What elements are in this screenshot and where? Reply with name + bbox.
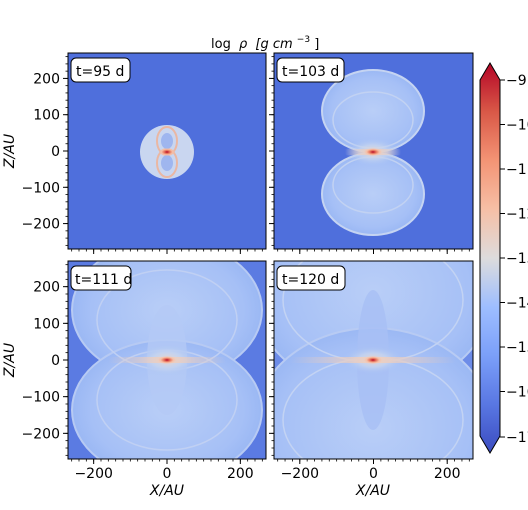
colorbar-tick-label: −10 xyxy=(506,118,528,134)
y-tick-label: 100 xyxy=(33,108,60,124)
colorbar-tick-label: −11 xyxy=(506,162,528,178)
y-tick-label: 200 xyxy=(33,280,60,296)
colorbar-tick-label: −9 xyxy=(506,73,527,89)
x-tick-label: 200 xyxy=(227,466,254,482)
y-tick-label: −200 xyxy=(22,426,60,442)
dense-core xyxy=(364,356,382,364)
y-tick-label: 200 xyxy=(33,71,60,87)
time-label: t=120 d xyxy=(282,272,339,288)
x-tick-label: 0 xyxy=(369,466,378,482)
time-label-box: t=111 d xyxy=(70,265,132,291)
colorbar-scale xyxy=(479,62,501,454)
colorbar-tick-label: −13 xyxy=(506,251,528,267)
x-axis-label-left: X/AU xyxy=(149,483,184,499)
y-tick-label: −100 xyxy=(22,390,60,406)
y-tick-label: 100 xyxy=(33,316,60,332)
colorbar-tick-label: −15 xyxy=(506,340,528,356)
x-tick-label: −200 xyxy=(74,466,112,482)
colorbar-ticks: −17 −16 −15 −14 −13 −12 −11 −10 −9 xyxy=(500,73,528,446)
time-label: t=111 d xyxy=(75,272,132,288)
y-axis-label-bottom: Z/AU xyxy=(2,343,18,378)
panel-t111: t=111 d xyxy=(67,260,267,460)
colorbar-tick-label: −16 xyxy=(506,385,528,401)
colorbar-tick-label: −12 xyxy=(506,207,528,223)
y-tick-label: 0 xyxy=(51,353,60,369)
dense-core xyxy=(159,148,175,156)
y-axis-label-top: Z/AU xyxy=(2,134,18,169)
panel-t103: t=103 d xyxy=(273,52,474,250)
time-label-box: t=120 d xyxy=(276,265,346,291)
x-tick-label: −200 xyxy=(281,466,319,482)
lower-cavity xyxy=(161,155,173,171)
time-label: t=103 d xyxy=(282,64,339,80)
dense-core xyxy=(158,356,176,364)
colorbar: −17 −16 −15 −14 −13 −12 −11 −10 −9 xyxy=(479,62,528,454)
colorbar-tick-label: −17 xyxy=(506,430,528,446)
upper-cavity xyxy=(161,133,173,149)
colorbar-tick-label: −14 xyxy=(506,296,528,312)
colorbar-title: log ρ [g cm −3 ] xyxy=(211,31,319,52)
dense-core xyxy=(364,148,382,156)
time-label-box: t=95 d xyxy=(70,57,131,83)
axis-ticks: −200 −100 0 100 200 −200 0 200 −200 −100 0 100 200 −2… xyxy=(22,56,470,482)
time-label-box: t=103 d xyxy=(276,57,345,83)
x-axis-label-right: X/AU xyxy=(355,483,390,499)
y-tick-label: −100 xyxy=(22,180,60,196)
time-label: t=95 d xyxy=(76,64,124,80)
panel-t120: t=120 d xyxy=(273,260,474,460)
x-tick-label: 200 xyxy=(434,466,461,482)
x-tick-label: 0 xyxy=(163,466,172,482)
y-tick-label: 0 xyxy=(51,144,60,160)
panel-t95: t=95 d xyxy=(67,52,267,250)
y-tick-label: −200 xyxy=(22,217,60,233)
